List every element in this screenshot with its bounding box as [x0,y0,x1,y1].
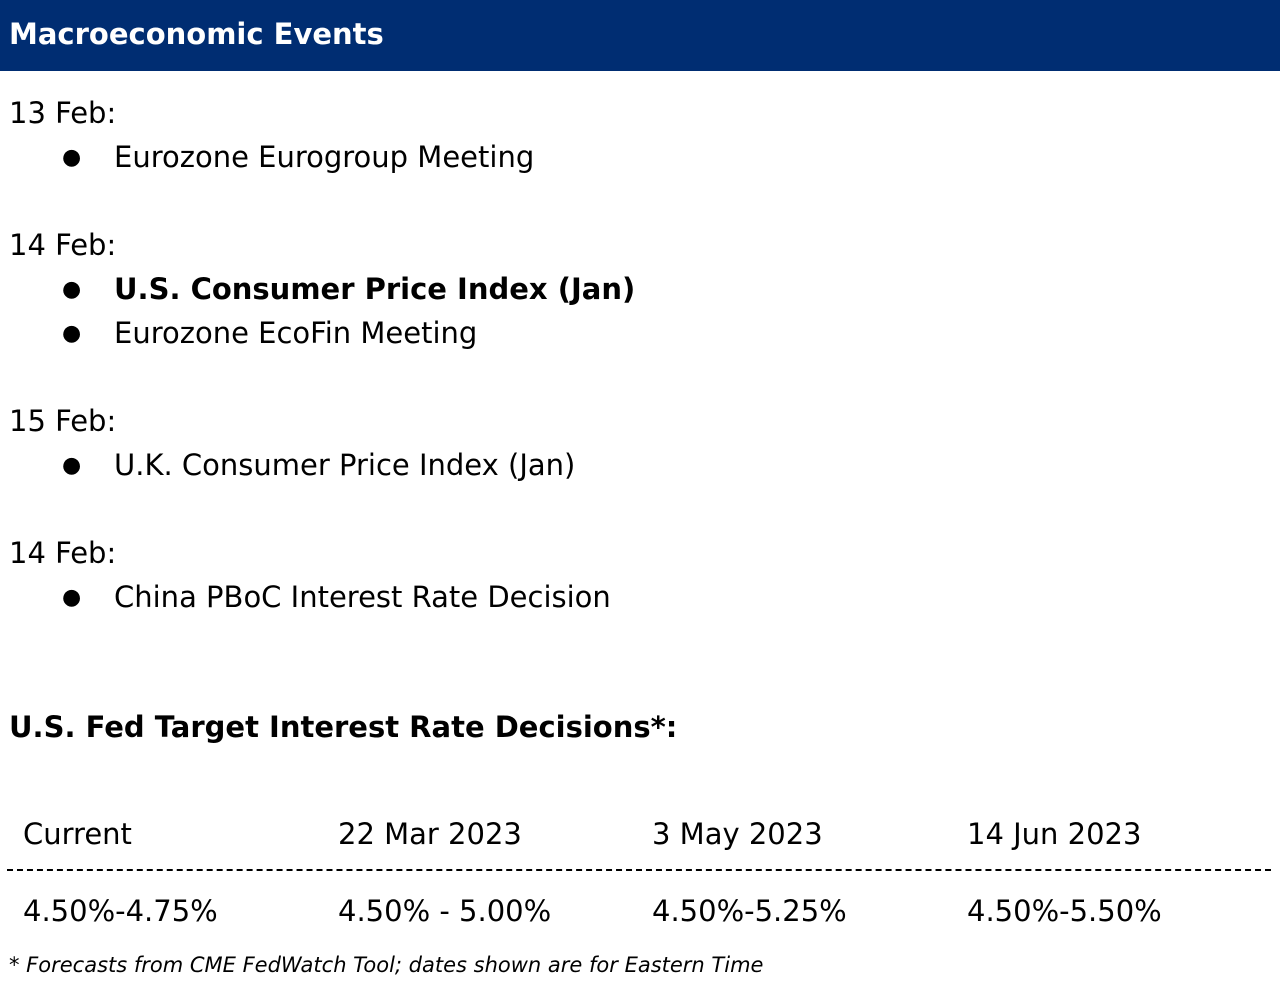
event-date-label: 14 Feb: [9,536,117,570]
event-date-label: 14 Feb: [9,228,117,262]
event-item: Eurozone EcoFin Meeting [114,316,478,350]
bullet-icon: ● [62,277,82,302]
header-bar: Macroeconomic Events [0,0,1280,71]
fed-column-header: 14 Jun 2023 [967,817,1142,851]
footnote: * Forecasts from CME FedWatch Tool; date… [9,953,764,977]
bullet-icon: ● [62,585,82,610]
event-date-label: 15 Feb: [9,404,117,438]
bullet-icon: ● [62,453,82,478]
page-title: Macroeconomic Events [9,17,384,51]
event-date-label: 13 Feb: [9,96,117,130]
fed-column-header: 3 May 2023 [652,817,823,851]
fed-rate-value: 4.50%-5.50% [967,894,1162,928]
bullet-icon: ● [62,321,82,346]
fed-rate-value: 4.50% - 5.00% [338,894,552,928]
fed-rate-value: 4.50%-4.75% [23,894,218,928]
fed-section-title: U.S. Fed Target Interest Rate Decisions*… [9,710,678,744]
fed-column-header: Current [23,817,132,851]
fed-column-header: 22 Mar 2023 [338,817,522,851]
bullet-icon: ● [62,145,82,170]
event-item: Eurozone Eurogroup Meeting [114,140,535,174]
fed-rate-value: 4.50%-5.25% [652,894,847,928]
event-item: U.K. Consumer Price Index (Jan) [114,448,576,482]
event-item-highlighted: U.S. Consumer Price Index (Jan) [114,272,636,306]
table-divider [7,869,1271,871]
event-item: China PBoC Interest Rate Decision [114,580,611,614]
